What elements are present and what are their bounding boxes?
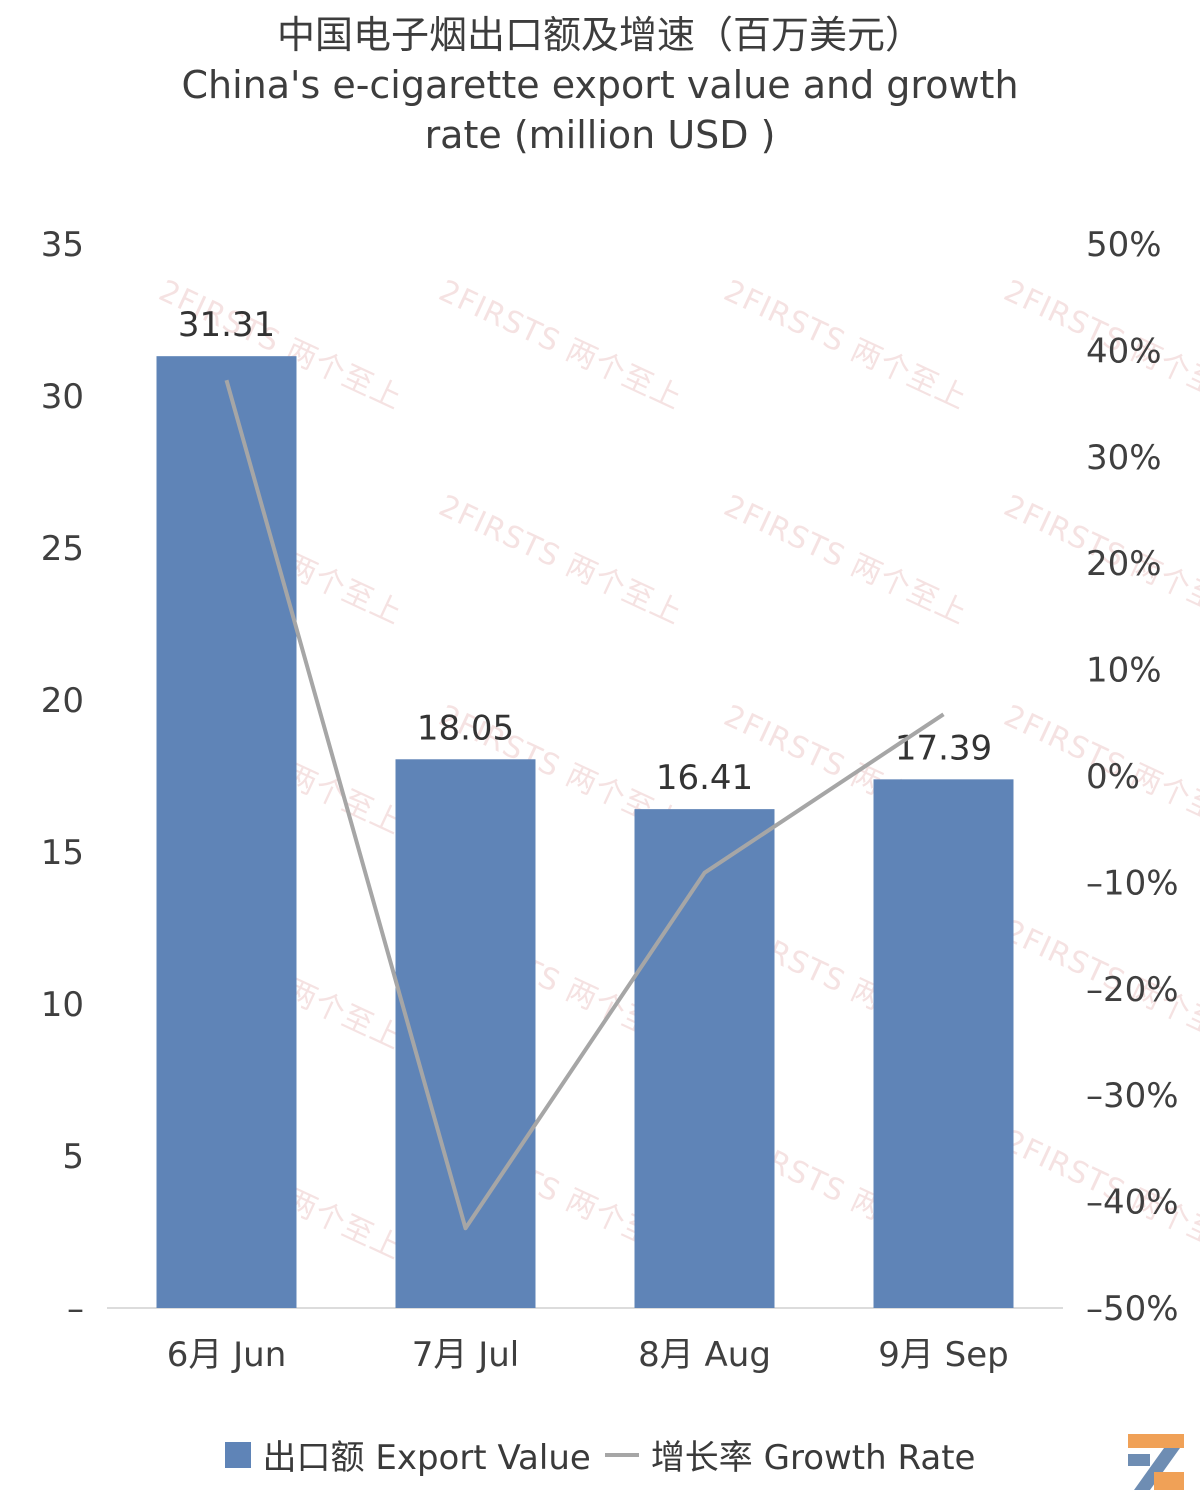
chart-title: 中国电子烟出口额及增速（百万美元） China's e-cigarette ex… xyxy=(0,10,1200,160)
right-axis-tick-label: –30% xyxy=(1086,1076,1179,1116)
left-axis-tick-label: 20 xyxy=(41,681,84,721)
bar-data-label: 16.41 xyxy=(656,758,753,798)
left-axis-tick-label: – xyxy=(67,1289,84,1329)
right-axis-tick-label: –50% xyxy=(1086,1289,1179,1329)
category-label: 7月 Jul xyxy=(412,1335,519,1375)
category-label: 9月 Sep xyxy=(878,1335,1009,1375)
left-axis-tick-label: 30 xyxy=(41,377,84,417)
left-axis-tick-label: 10 xyxy=(41,985,84,1025)
legend-growth-label: 增长率 Growth Rate xyxy=(650,1438,976,1478)
right-axis-tick-label: 20% xyxy=(1086,544,1162,584)
right-axis-tick-label: 10% xyxy=(1086,651,1162,691)
right-axis-tick-label: –10% xyxy=(1086,863,1179,903)
bar-data-label: 31.31 xyxy=(178,305,275,345)
left-axis-tick-label: 35 xyxy=(41,225,84,265)
right-axis-tick-label: 50% xyxy=(1086,225,1162,265)
export-value-bar xyxy=(156,356,297,1308)
growth-rate-line xyxy=(224,379,945,1231)
legend-bar-swatch xyxy=(224,1441,251,1468)
title-en-line2: rate (million USD ) xyxy=(424,113,776,157)
category-label: 8月 Aug xyxy=(638,1335,771,1375)
right-axis-tick-label: 30% xyxy=(1086,438,1162,478)
left-axis-tick-label: 15 xyxy=(41,833,84,873)
category-label: 6月 Jun xyxy=(167,1335,287,1375)
right-axis-tick-label: –40% xyxy=(1086,1183,1179,1223)
bar-data-label: 17.39 xyxy=(895,728,992,768)
brand-logo-icon xyxy=(1128,1434,1184,1490)
right-axis-tick-label: –20% xyxy=(1086,970,1179,1010)
title-en-line1: China's e-cigarette export value and gro… xyxy=(181,63,1019,107)
export-value-bar xyxy=(873,779,1014,1308)
title-cn: 中国电子烟出口额及增速（百万美元） xyxy=(276,13,923,57)
legend: 出口额 Export Value 增长率 Growth Rate xyxy=(0,1430,1200,1479)
right-axis-tick-label: 0% xyxy=(1086,757,1140,797)
right-axis-tick-label: 40% xyxy=(1086,331,1162,371)
export-value-bar xyxy=(395,759,536,1308)
export-value-bar xyxy=(634,809,775,1308)
legend-line-swatch xyxy=(604,1452,639,1457)
left-axis-tick-label: 5 xyxy=(62,1137,84,1177)
bar-data-label: 18.05 xyxy=(417,708,514,748)
legend-export-label: 出口额 Export Value xyxy=(262,1438,591,1478)
left-axis-tick-label: 25 xyxy=(41,529,84,569)
